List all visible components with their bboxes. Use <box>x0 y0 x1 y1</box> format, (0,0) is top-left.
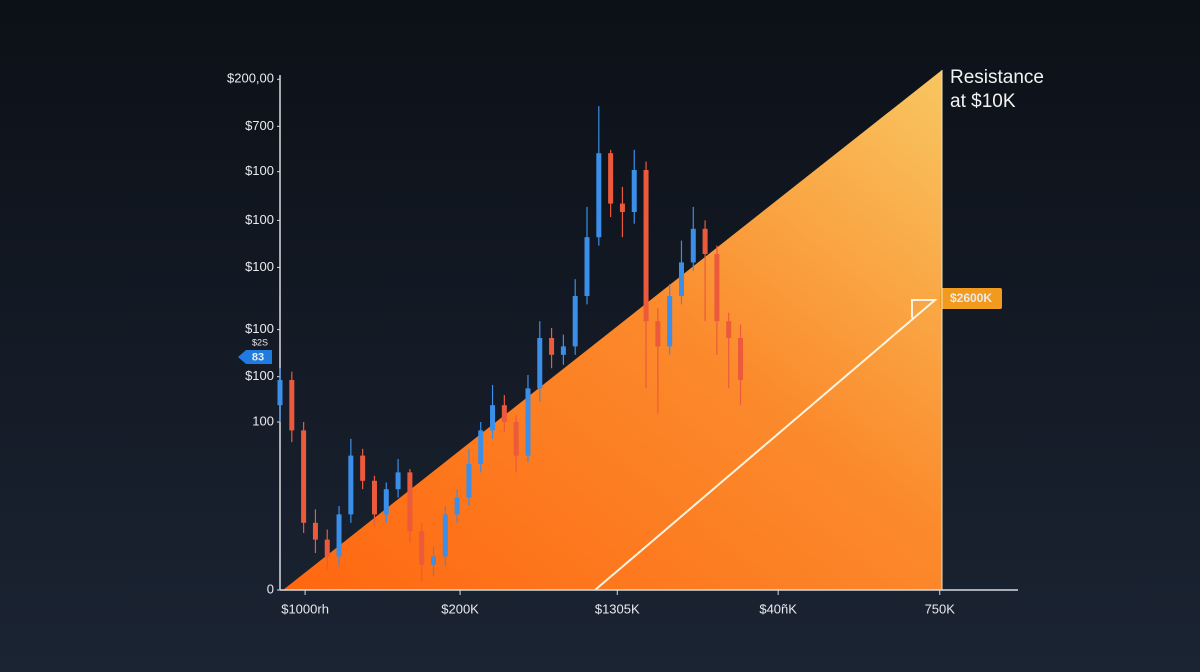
price-tag-label: $2600K <box>950 291 992 305</box>
candle-body <box>419 531 425 565</box>
candle-body <box>655 321 661 347</box>
candle-body <box>608 153 614 204</box>
candle-body <box>431 556 437 565</box>
price-tag <box>940 288 1002 309</box>
candle-body <box>702 228 708 254</box>
candle-body <box>336 514 342 557</box>
y-tick-label: 100 <box>252 413 274 428</box>
candle-body <box>407 472 413 532</box>
candle-body <box>584 237 590 296</box>
y-tick-label: $200,00 <box>227 71 274 86</box>
y-tick-label: $100 <box>245 259 274 274</box>
candle-body <box>738 338 744 380</box>
candle-body <box>726 321 732 338</box>
candle-body <box>490 405 496 431</box>
candle-body <box>525 388 531 456</box>
candle-body <box>667 296 673 347</box>
candle-body <box>643 170 649 322</box>
x-tick-label: $40ñK <box>759 601 797 616</box>
x-tick-label: $200K <box>441 601 479 616</box>
y-tick-label: $700 <box>245 118 274 133</box>
badge-label: 83 <box>252 351 264 363</box>
x-tick-label: $1000rh <box>281 601 329 616</box>
candle-body <box>478 430 484 464</box>
y-tick-label: $100 <box>245 368 274 383</box>
x-tick-label: 750K <box>925 601 956 616</box>
candle-body <box>513 422 519 456</box>
candle-body <box>690 228 696 263</box>
candle-body <box>501 405 507 422</box>
candle-body <box>466 464 472 498</box>
candle-body <box>537 338 543 389</box>
candle-body <box>395 472 401 490</box>
annotation: Resistance at $10K <box>950 67 1044 112</box>
badge-note: $2S <box>252 337 268 347</box>
candle-body <box>360 455 366 481</box>
candle-body <box>442 514 448 557</box>
candle-body <box>277 380 283 406</box>
badge <box>238 350 272 364</box>
candle-body <box>301 430 307 523</box>
candle-body <box>631 170 637 212</box>
y-tick-label: $100 <box>245 212 274 227</box>
resistance-wedge <box>283 70 942 590</box>
candle-body <box>383 489 389 515</box>
x-tick-label: $1305K <box>595 601 640 616</box>
candle-body <box>371 480 377 515</box>
candle-body <box>560 346 566 355</box>
candle-body <box>549 338 555 355</box>
candle-body <box>289 380 295 431</box>
candle-body <box>324 539 330 557</box>
annotation-box: Resistance at $10K <box>950 67 1044 112</box>
trend-line <box>594 299 938 591</box>
candle-body <box>619 203 625 212</box>
y-tick-label: $100 <box>245 163 274 178</box>
candle-body <box>596 153 602 238</box>
y-tick-label: $100 <box>245 321 274 336</box>
y-tick-label: 0 <box>267 581 274 596</box>
candle-body <box>714 254 720 322</box>
candle-body <box>348 455 354 515</box>
candle-body <box>572 296 578 347</box>
candle-body <box>312 522 318 540</box>
candle-body <box>678 262 684 296</box>
candle-body <box>454 497 460 515</box>
